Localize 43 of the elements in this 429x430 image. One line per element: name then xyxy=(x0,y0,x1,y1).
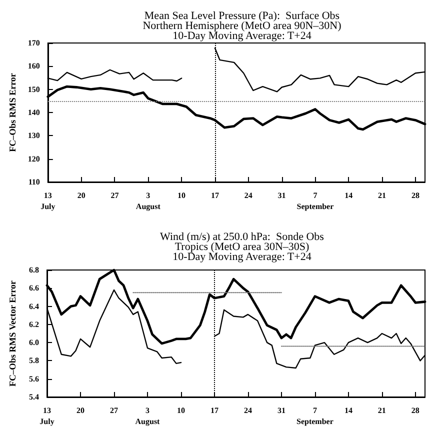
y-tick-label: 160 xyxy=(28,62,40,71)
x-tick-label: 27 xyxy=(110,406,118,415)
x-tick-label: 21 xyxy=(378,191,386,200)
x-tick-label: 17 xyxy=(210,406,218,415)
y-tick-label: 6.2 xyxy=(29,320,39,329)
y-tick-label: 5.6 xyxy=(29,374,39,384)
x-tick-label: 24 xyxy=(244,406,252,415)
y-axis-title: FC–Obs RMS Error xyxy=(8,73,18,152)
y-axis-title: FC–Obs RMS Vector Error xyxy=(8,280,18,386)
x-tick-label: 28 xyxy=(411,406,420,415)
y-tick-label: 170 xyxy=(28,38,40,48)
y-tick-label: 5.4 xyxy=(29,392,39,402)
y-tick-label: 120 xyxy=(28,154,40,164)
y-tick-label: 6.8 xyxy=(29,266,39,274)
x-tick-label: 14 xyxy=(344,406,352,415)
x-tick-label: 7 September xyxy=(296,406,334,426)
x-tick-label: 24 xyxy=(244,191,252,200)
x-tick-label: 20 xyxy=(77,191,86,200)
x-tick-label: 31 xyxy=(278,191,286,200)
x-tick-label: 10 xyxy=(176,406,185,415)
x-tick-label: 27 xyxy=(110,191,119,200)
x-tick-label: 20 xyxy=(76,406,84,415)
x-tick-label: 13 July xyxy=(40,406,54,426)
chart-title: Wind (m/s) at 250.0 hPa: Sonde Obs Tropics (MetO area 30N–30S) 10-Day Moving Average: T+24 xyxy=(160,231,324,263)
chart-title: Mean Sea Level Pressure (Pa): Surface Obs Northern Hemisphere (MetO area 90N–30N) 10-Day Moving Average: T+24 xyxy=(142,10,342,42)
x-tick-label: 13 July xyxy=(40,191,56,211)
y-tick-label: 5.8 xyxy=(29,356,39,366)
x-tick-label: 10 xyxy=(178,191,186,200)
y-tick-label: 150 xyxy=(28,84,40,94)
x-tick-label: 3 August xyxy=(135,406,160,426)
x-tick-label: 28 xyxy=(411,191,420,200)
x-tick-label: 21 xyxy=(378,406,386,415)
y-tick-label: 6.0 xyxy=(29,338,39,348)
y-tick-label: 140 xyxy=(28,108,40,117)
x-tick-label: 3 August xyxy=(136,191,161,211)
x-tick-label: 7 September xyxy=(296,191,334,211)
x-tick-label: 17 xyxy=(210,191,219,200)
x-tick-label: 14 xyxy=(344,191,353,200)
x-tick-label: 31 xyxy=(277,406,286,415)
y-tick-label: 6.6 xyxy=(29,284,39,293)
y-tick-label: 130 xyxy=(28,131,40,140)
y-tick-label: 110 xyxy=(28,178,40,186)
y-tick-label: 6.4 xyxy=(29,302,39,311)
